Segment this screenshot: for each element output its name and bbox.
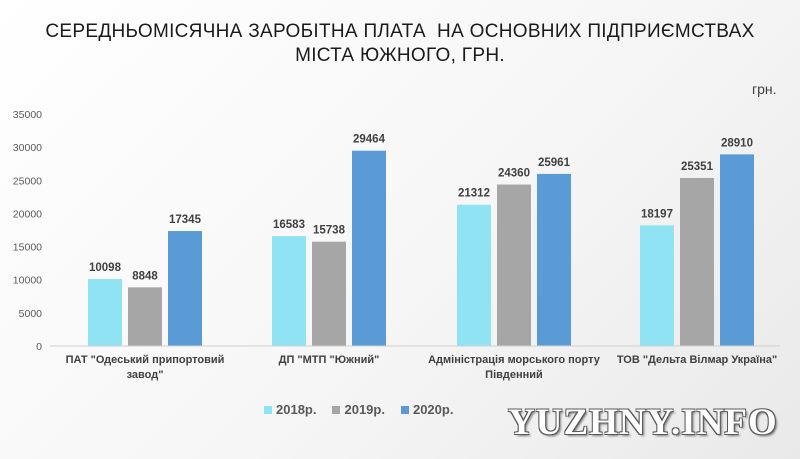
chart-title-line-2: МІСТА ЮЖНОГО, ГРН. [295,45,505,66]
legend-label-2018: 2018р. [276,402,317,417]
bar [457,204,491,346]
bar [168,231,202,346]
data-label: 21312 [458,188,490,200]
bar [88,279,122,346]
y-tick-label: 35000 [13,109,42,121]
legend-item-2020: 2020р. [400,402,454,417]
data-label: 16583 [273,219,305,231]
bars [88,150,754,346]
x-category-label: ПАТ "Одеський припортовий завод" [66,354,225,381]
bar [312,241,346,346]
data-label: 8848 [132,270,158,282]
legend-swatch-2020 [400,405,409,414]
x-category-label-line: Південний [485,369,543,381]
y-tick-label: 5000 [19,308,43,320]
y-tick-label: 15000 [13,242,42,254]
legend-swatch-2018 [264,405,272,414]
data-label: 15738 [313,225,346,237]
data-label: 29464 [353,134,386,146]
bar [272,236,306,346]
y-tick-label: 10000 [13,275,42,287]
x-category-label-line: Адміністрація морського порту [428,354,601,366]
data-label: 18197 [641,208,673,220]
bar [680,177,714,346]
data-label: 24360 [498,168,530,180]
data-label: 17345 [169,214,202,226]
legend-item-2018: 2018р. [264,402,316,417]
x-category-label-line: ДП "МТП "Южний" [279,354,380,366]
x-category-label-line: завод" [127,369,164,381]
data-label: 10098 [89,262,122,274]
bar [640,225,674,346]
x-category-label: ДП "МТП "Южний" [279,354,380,366]
chart-title: СЕРЕДНЬОМІСЯЧНА ЗАРОБІТНА ПЛАТА НА ОСНОВ… [40,20,760,68]
bar [720,154,754,346]
unit-label: грн. [752,81,777,97]
bar [128,287,162,346]
data-label: 25351 [681,161,714,173]
y-tick-label: 30000 [13,142,42,154]
x-category-label: ТОВ "Дельта Вілмар Україна" [617,354,777,366]
legend-label-2020: 2020р. [412,402,454,417]
data-label: 25961 [538,157,571,169]
y-tick-label: 0 [36,341,42,353]
legend-label-2019: 2019р. [344,402,385,417]
x-category-label-line: ТОВ "Дельта Вілмар Україна" [617,354,777,366]
bar [352,150,386,346]
y-tick-label: 25000 [13,175,42,187]
bar [537,173,571,346]
x-category-label: Адміністрація морського порту Південний [428,354,601,381]
data-label: 28910 [721,137,753,149]
legend: 2018р. 2019р. 2020р. [264,402,453,417]
bar [497,184,531,346]
legend-item-2019: 2019р. [332,402,385,417]
x-axis: ПАТ "Одеський припортовий завод" ДП "МТП "… [50,345,780,381]
legend-swatch-2019 [332,405,341,414]
chart-title-line-1: СЕРЕДНЬОМІСЯЧНА ЗАРОБІТНА ПЛАТА НА ОСНОВ… [45,21,755,42]
x-category-label-line: ПАТ "Одеський припортовий [66,354,225,366]
watermark: YUZHNY.INFO [508,402,778,443]
data-labels: 10098 16583 21312 18197 8848 15738 24360 25351 1… [89,134,753,283]
y-axis: 0 5000 10000 15000 20000 25000 30000 35000 [13,109,42,353]
y-tick-label: 20000 [13,208,42,220]
